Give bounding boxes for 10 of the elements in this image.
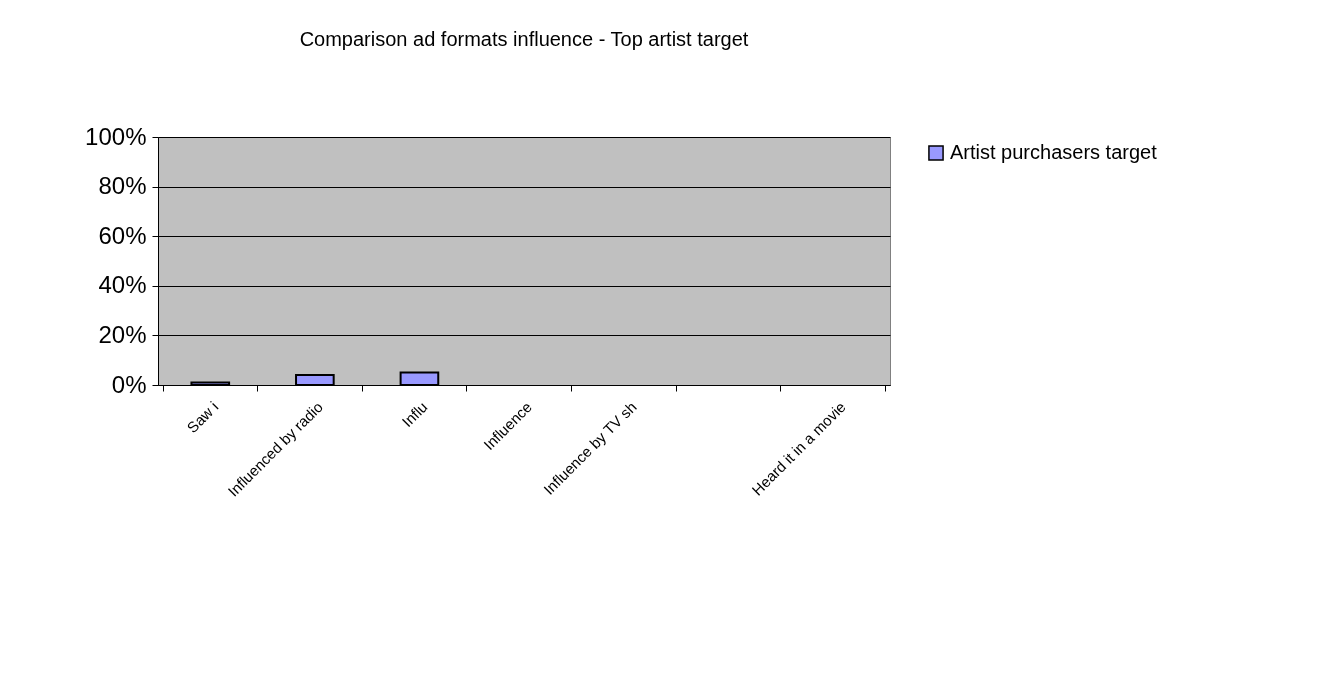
legend-label: Artist purchasers target (950, 141, 1158, 163)
chart-title: Comparison ad formats influence - Top artist target (299, 28, 749, 50)
x-tick-label: Saw i (183, 398, 222, 437)
y-tick-label: 20% (98, 320, 147, 348)
y-tick-label: 40% (98, 271, 147, 299)
y-tick-label: 100% (85, 122, 147, 150)
y-tick-label: 60% (98, 221, 147, 249)
y-tick-label: 0% (111, 370, 147, 398)
y-tick-label: 80% (98, 172, 147, 200)
x-tick-label: Influ (398, 398, 431, 431)
